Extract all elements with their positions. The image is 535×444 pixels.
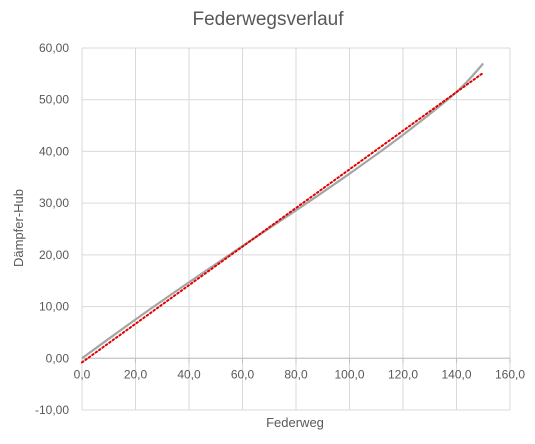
y-tick-label: 30,00 (39, 196, 69, 210)
x-axis-title: Federweg (266, 415, 324, 430)
x-tick-label: 40,0 (177, 367, 201, 381)
tick-labels: 0,0 20,0 40,0 60,0 80,0 100,0 120,0 140,0 160,0 -… (35, 41, 525, 417)
trendline-series (81, 71, 485, 364)
y-tick-label: 50,00 (39, 93, 69, 107)
y-axis-title: Dämpfer-Hub (11, 189, 26, 267)
series-layer (81, 62, 485, 364)
x-tick-label: 0,0 (74, 367, 91, 381)
y-tick-label: 60,00 (39, 41, 69, 55)
x-tick-label: 20,0 (124, 367, 148, 381)
x-tick-label: 60,0 (231, 367, 255, 381)
x-tick-label: 120,0 (388, 367, 418, 381)
x-tick-label: 80,0 (284, 367, 308, 381)
y-tick-label: 40,00 (39, 144, 69, 158)
x-tick-label: 140,0 (441, 367, 471, 381)
x-tick-label: 160,0 (495, 367, 525, 381)
y-tick-label: 0,00 (46, 351, 70, 365)
data-series-line (81, 62, 485, 360)
y-tick-label: -10,00 (35, 403, 69, 417)
x-tick-label: 100,0 (334, 367, 364, 381)
y-tick-label: 10,00 (39, 300, 69, 314)
chart-title: Federwegsverlauf (192, 9, 344, 30)
y-tick-label: 20,00 (39, 248, 69, 262)
axes (81, 357, 511, 364)
